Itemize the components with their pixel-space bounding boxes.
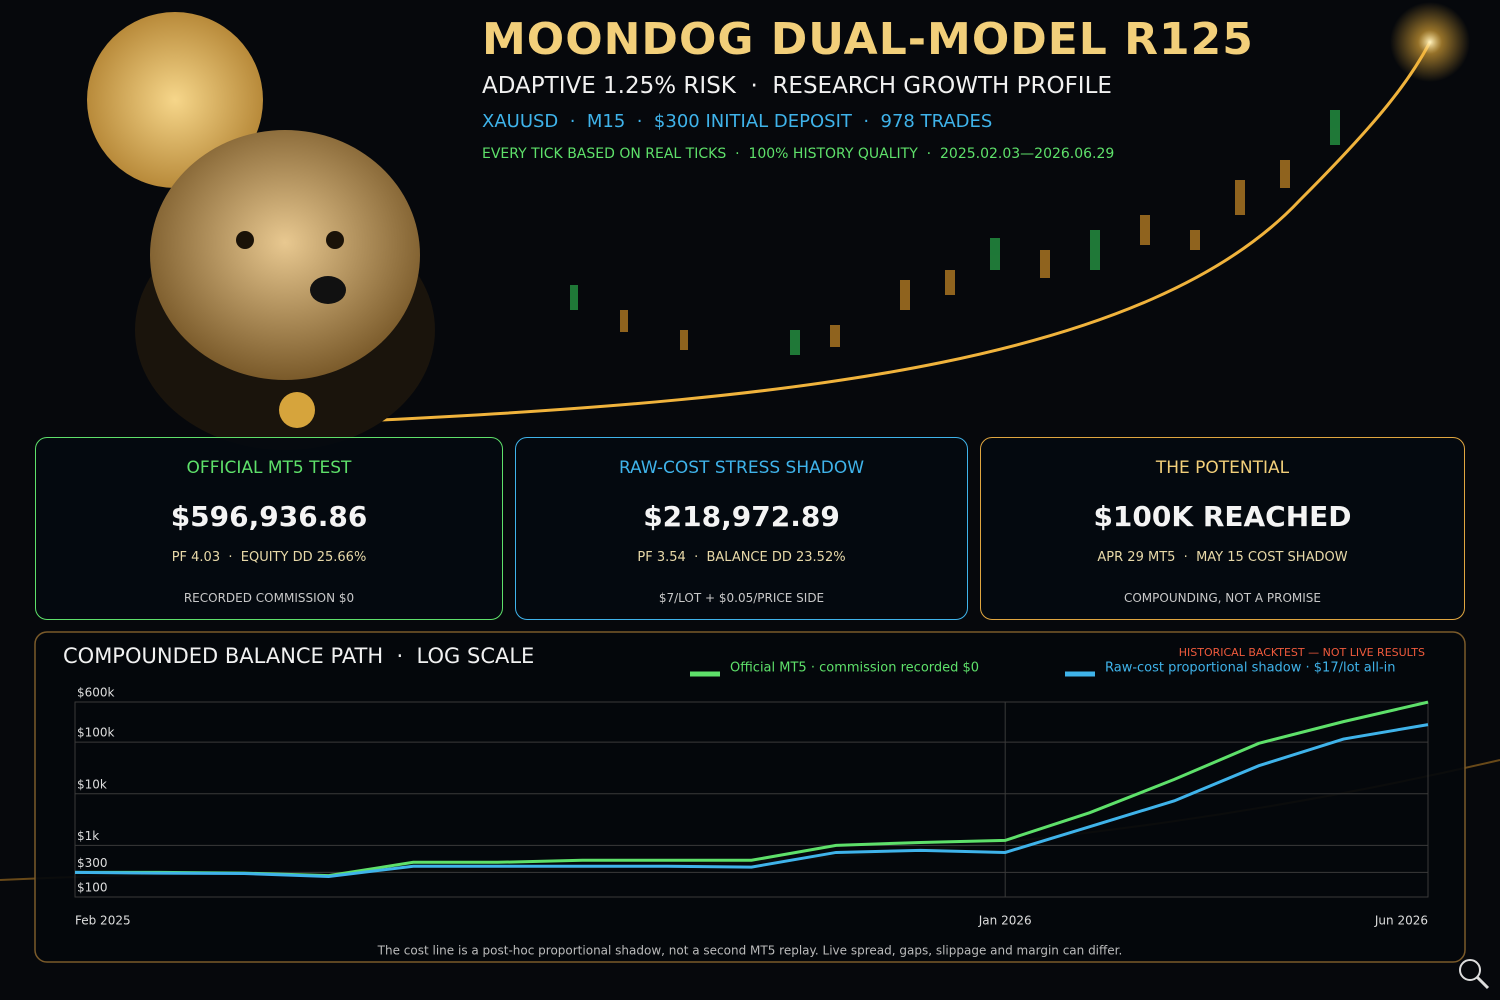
y-tick-label: $100k — [77, 726, 115, 740]
card-value: $596,936.86 — [170, 500, 368, 533]
subtitle: ADAPTIVE 1.25% RISK · RESEARCH GROWTH PR… — [482, 73, 1112, 99]
card-note: COMPOUNDING, NOT A PROMISE — [1123, 591, 1321, 605]
card: OFFICIAL MT5 TEST $596,936.86 PF 4.03 · … — [35, 437, 503, 620]
y-tick-label: $600k — [77, 686, 115, 700]
decor-candles — [570, 110, 1340, 355]
x-tick-label: Jun 2026 — [1374, 914, 1428, 928]
card-title: OFFICIAL MT5 TEST — [186, 458, 352, 478]
moon — [87, 12, 263, 188]
card-note: $7/LOT + $0.05/PRICE SIDE — [658, 591, 825, 605]
dog-illustration — [150, 130, 420, 380]
legend-label: Official MT5 · commission recorded $0 — [730, 661, 979, 676]
decor-curve — [379, 41, 1432, 422]
card: RAW-COST STRESS SHADOW $218,972.89 PF 3.… — [515, 437, 968, 620]
chart-subtitle: HISTORICAL BACKTEST — NOT LIVE RESULTS — [1179, 646, 1425, 659]
series-line — [74, 723, 1429, 878]
title: MOONDOG DUAL-MODEL R125 — [482, 14, 1254, 65]
chart-title: COMPOUNDED BALANCE PATH · LOG SCALE — [63, 644, 534, 668]
y-tick-label: $100 — [77, 881, 108, 895]
x-tick-label: Jan 2026 — [978, 914, 1032, 928]
chart-note: The cost line is a post-hoc proportional… — [377, 944, 1123, 958]
quality: EVERY TICK BASED ON REAL TICKS · 100% HI… — [482, 146, 1115, 162]
card-title: RAW-COST STRESS SHADOW — [618, 458, 865, 478]
card-value: $218,972.89 — [643, 500, 840, 533]
x-tick-label: Feb 2025 — [75, 914, 131, 928]
zoom-icon[interactable] — [1459, 959, 1490, 990]
card: THE POTENTIAL $100K REACHED APR 29 MT5 ·… — [980, 437, 1465, 620]
legend-label: Raw-cost proportional shadow · $17/lot a… — [1105, 661, 1396, 676]
card-note: RECORDED COMMISSION $0 — [183, 591, 355, 605]
card-title: THE POTENTIAL — [1155, 458, 1290, 478]
card-stats: PF 3.54 · BALANCE DD 23.52% — [637, 550, 846, 565]
card-value: $100K REACHED — [1093, 500, 1352, 533]
y-tick-label: $300 — [77, 856, 108, 870]
specs: XAUUSD · M15 · $300 INITIAL DEPOSIT · 97… — [482, 111, 993, 132]
card-stats: PF 4.03 · EQUITY DD 25.66% — [171, 550, 367, 565]
y-tick-label: $10k — [77, 777, 107, 791]
series-line — [75, 700, 1429, 878]
chart-panel — [34, 631, 1466, 963]
y-tick-label: $1k — [77, 829, 99, 843]
card-stats: APR 29 MT5 · MAY 15 COST SHADOW — [1097, 550, 1348, 565]
